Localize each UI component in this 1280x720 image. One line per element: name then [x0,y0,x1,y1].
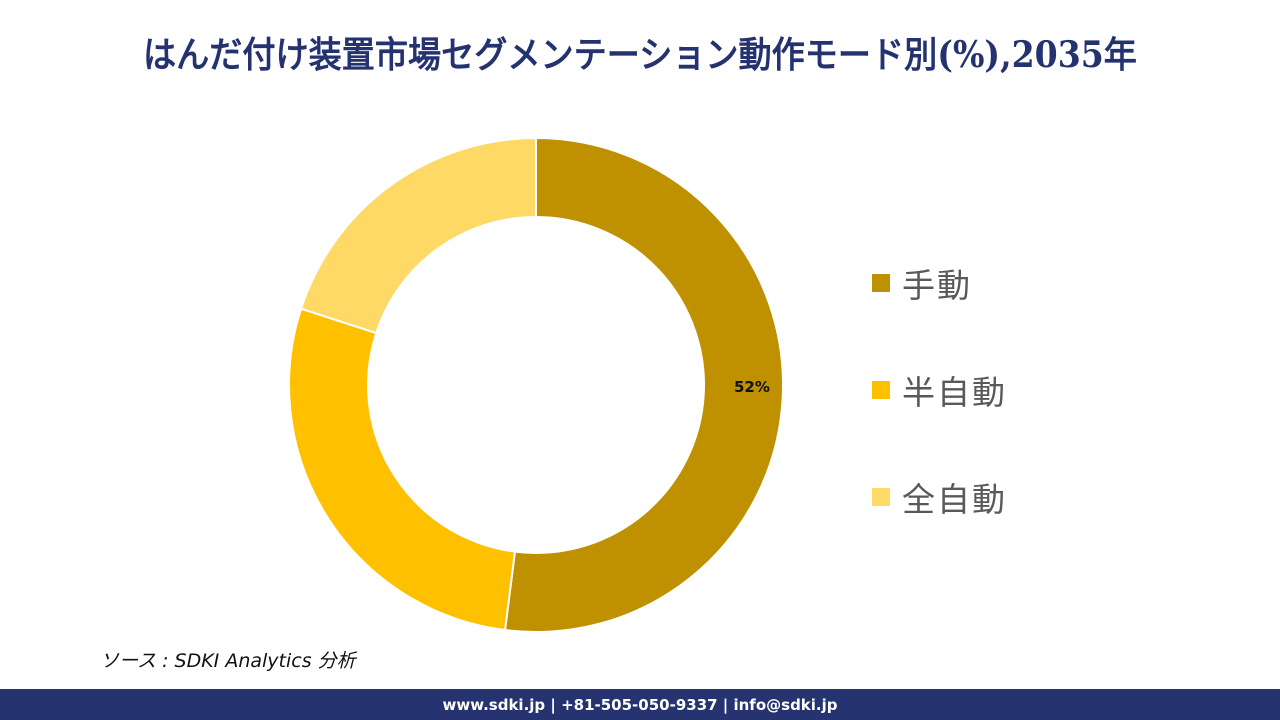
legend-swatch-icon [872,381,890,399]
data-label-manual: 52% [734,378,770,396]
legend: 手動 半自動 全自動 [872,258,1007,579]
source-note: ソース : SDKI Analytics 分析 [100,650,356,672]
legend-item-semi-auto: 半自動 [872,365,1007,415]
legend-label: 半自動 [902,373,1007,412]
legend-swatch-icon [872,488,890,506]
donut-segment-full-auto [299,136,537,335]
donut-segment-semi-auto [288,307,517,632]
legend-label: 全自動 [902,480,1007,519]
legend-item-manual: 手動 [872,258,1007,308]
legend-swatch-icon [872,274,890,292]
footer-bar: www.sdki.jp | +81-505-050-9337 | info@sd… [0,689,1280,720]
donut-segment-manual [503,136,784,633]
legend-label: 手動 [902,266,972,305]
legend-item-full-auto: 全自動 [872,472,1007,522]
chart-title: はんだ付け装置市場セグメンテーション動作モード別(%),2035年 [143,34,1137,76]
footer-contact: www.sdki.jp | +81-505-050-9337 | info@sd… [442,695,838,714]
